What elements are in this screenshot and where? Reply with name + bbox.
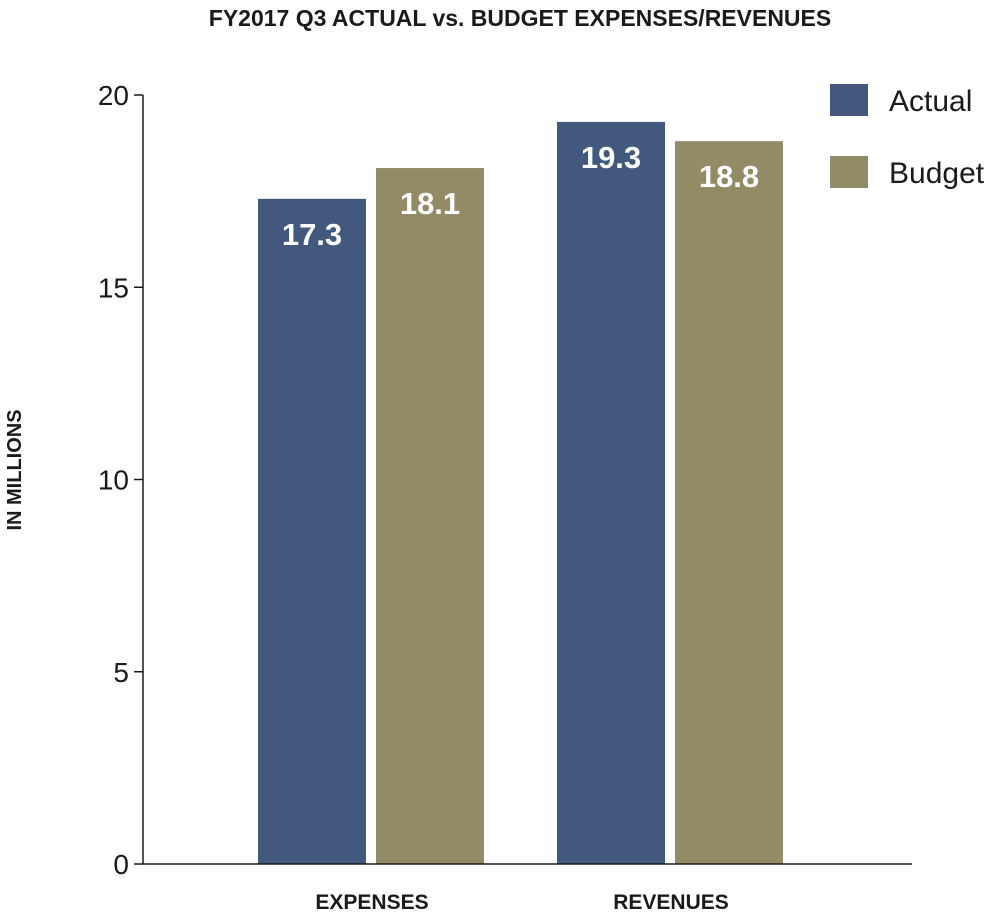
bars: 17.3 18.1 19.3 18.8 [258, 121, 783, 865]
category-labels: EXPENSES REVENUES [315, 891, 728, 914]
bar-actual-revenues [557, 121, 665, 865]
y-axis-ticks: 0 5 10 15 20 [98, 80, 143, 880]
legend-label: Actual [889, 85, 972, 118]
data-label: 17.3 [282, 217, 342, 252]
y-tick-label: 20 [98, 80, 129, 111]
bar-budget-expenses [376, 168, 484, 864]
y-tick-label: 15 [98, 272, 129, 303]
category-label: REVENUES [613, 891, 729, 914]
category-label: EXPENSES [315, 891, 428, 914]
legend-label: Budget [889, 157, 985, 190]
bar-actual-expenses [258, 198, 366, 864]
legend-swatch [830, 156, 868, 188]
y-tick-label: 10 [98, 465, 129, 496]
chart-title: FY2017 Q3 ACTUAL vs. BUDGET EXPENSES/REV… [209, 5, 831, 31]
axes [142, 95, 912, 865]
y-tick-label: 5 [113, 657, 129, 688]
legend-swatch [830, 84, 868, 116]
bar-budget-revenues [675, 141, 783, 864]
y-tick-label: 0 [113, 849, 129, 880]
data-label: 19.3 [581, 140, 641, 175]
data-label: 18.8 [699, 159, 759, 194]
y-axis-label: IN MILLIONS [4, 409, 26, 530]
legend: Actual Budget [830, 84, 985, 190]
data-label: 18.1 [400, 186, 460, 221]
